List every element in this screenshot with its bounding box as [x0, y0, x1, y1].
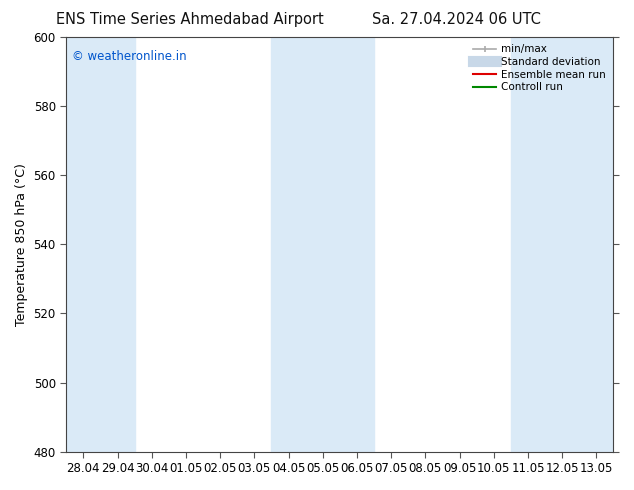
- Bar: [340, 37, 374, 452]
- Y-axis label: Temperature 850 hPa (°C): Temperature 850 hPa (°C): [15, 163, 28, 326]
- Bar: [579, 37, 614, 452]
- Text: Sa. 27.04.2024 06 UTC: Sa. 27.04.2024 06 UTC: [372, 12, 541, 27]
- Legend: min/max, Standard deviation, Ensemble mean run, Controll run: min/max, Standard deviation, Ensemble me…: [471, 42, 608, 95]
- Bar: [100, 37, 134, 452]
- Text: © weatheronline.in: © weatheronline.in: [72, 49, 186, 63]
- Text: ENS Time Series Ahmedabad Airport: ENS Time Series Ahmedabad Airport: [56, 12, 324, 27]
- Bar: [545, 37, 579, 452]
- Bar: [511, 37, 545, 452]
- Bar: [66, 37, 100, 452]
- Bar: [306, 37, 340, 452]
- Bar: [271, 37, 306, 452]
